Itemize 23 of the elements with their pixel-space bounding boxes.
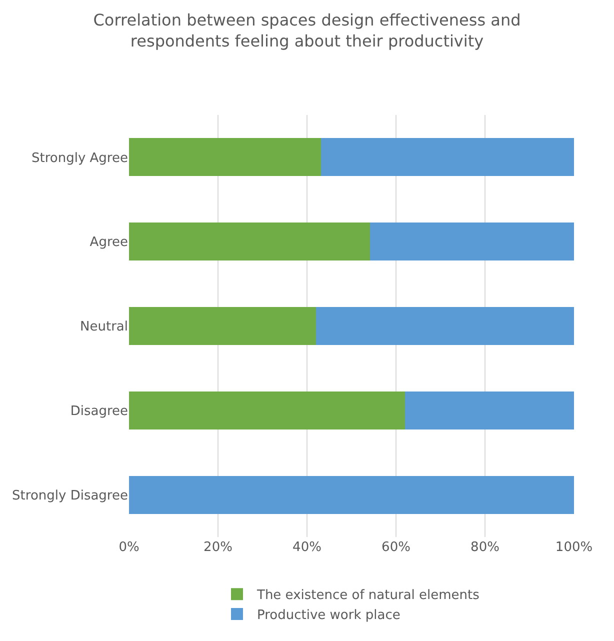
bar [129,476,574,514]
x-tick-label: 60% [382,540,410,555]
x-tick-label: 0% [118,540,140,555]
x-tick-label: 100% [555,540,593,555]
chart-title: Correlation between spaces design effectiveness and respondents feeling about their productivity [93,10,521,50]
bar [369,222,574,261]
y-tick-label: Strongly Agree [32,150,128,166]
x-tick-label: 40% [292,540,322,555]
bar [129,391,405,430]
y-tick-label: Disagree [70,404,128,419]
x-tick-label: 20% [204,540,232,555]
x-tick-label: 80% [470,540,500,555]
legend-label: The existence of natural elements [256,588,480,604]
y-tick-label: Strongly Disagree [12,488,128,504]
y-tick-label: Agree [90,235,128,250]
legend-label: Productive work place [257,608,400,624]
bar [404,391,574,430]
y-tick-label: Neutral [80,320,128,335]
bar [320,138,574,176]
bar [316,307,574,345]
bar [129,222,370,261]
bar [129,307,316,345]
bar [129,138,320,176]
